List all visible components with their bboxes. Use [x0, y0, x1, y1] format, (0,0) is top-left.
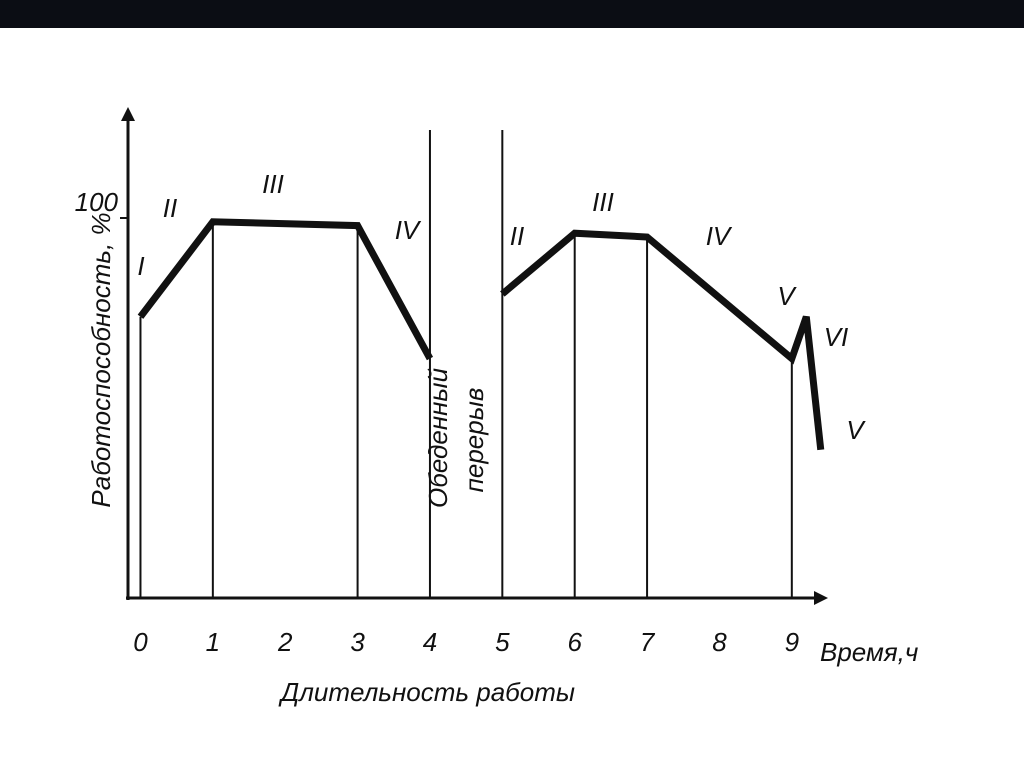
x-tick-label: 8 [712, 627, 727, 657]
phase-label: III [262, 169, 284, 199]
x-tick-label: 4 [423, 627, 437, 657]
x-tick-label: 5 [495, 627, 510, 657]
x-axis-arrow [814, 591, 828, 605]
phase-label: V [846, 415, 866, 445]
phase-label: VI [824, 322, 849, 352]
x-tick-label: 1 [206, 627, 220, 657]
x-tick-label: 2 [277, 627, 293, 657]
break-label: перерыв [459, 388, 489, 493]
phase-label: II [510, 221, 524, 251]
x-axis-title: Длительность работы [278, 677, 575, 707]
break-label: Обеденный [423, 368, 453, 508]
x-tick-label: 0 [133, 627, 148, 657]
x-tick-label: 9 [785, 627, 799, 657]
phase-label: I [137, 251, 144, 281]
phase-label: IV [395, 215, 422, 245]
y-axis-arrow [121, 107, 135, 121]
y-axis-title: Работоспособность, % [86, 212, 116, 507]
top-bar [0, 0, 1024, 28]
performance-line [500, 229, 825, 451]
y-tick-label: 100 [75, 187, 119, 217]
phase-label: IV [706, 221, 733, 251]
x-tick-label: 6 [567, 627, 582, 657]
x-tick-label: 3 [350, 627, 365, 657]
performance-line [137, 218, 434, 361]
x-unit-label: Время,ч [820, 637, 918, 667]
x-tick-label: 7 [640, 627, 656, 657]
phase-label: II [163, 193, 177, 223]
phase-label: V [777, 281, 797, 311]
phase-label: III [592, 187, 614, 217]
